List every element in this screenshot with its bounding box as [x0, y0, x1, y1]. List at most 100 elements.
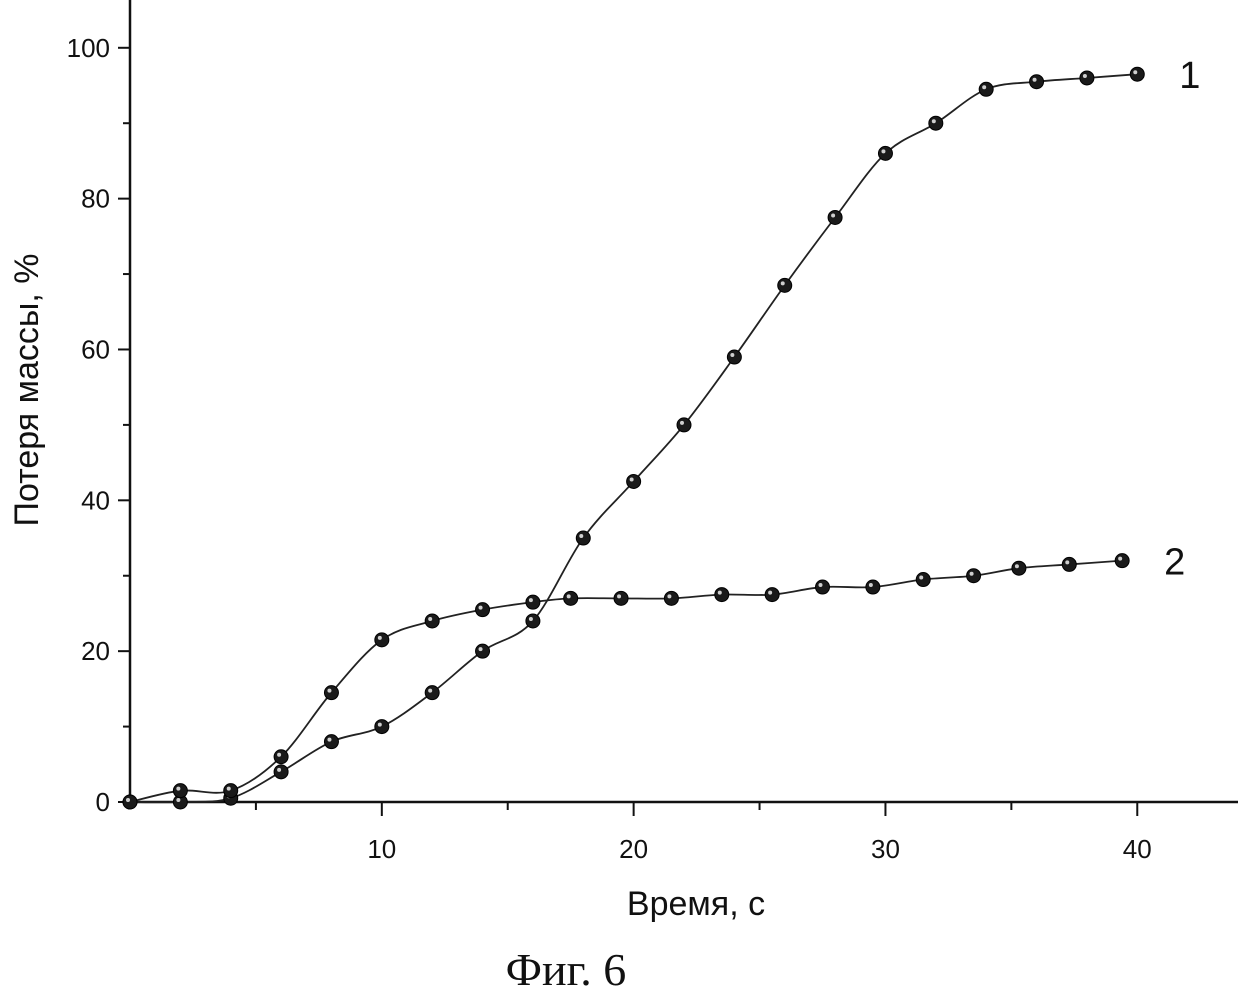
series-2-point — [273, 749, 289, 765]
series-1-point-highlight — [831, 213, 836, 218]
series-1-label: 1 — [1179, 55, 1200, 97]
series-1-point — [877, 145, 893, 161]
series-2-point — [865, 579, 881, 595]
series-1-point-highlight — [579, 534, 584, 539]
series-2-point-highlight — [428, 616, 433, 621]
series-2-point — [1114, 553, 1130, 569]
series-1-point — [273, 764, 289, 780]
series-2-point — [525, 594, 541, 610]
series-2-point — [122, 794, 138, 810]
series-1-point-highlight — [1133, 70, 1138, 75]
series-2-point-highlight — [1065, 560, 1070, 565]
series-2-point-highlight — [617, 594, 622, 599]
series-2-point-highlight — [717, 590, 722, 595]
series-1-point-highlight — [176, 798, 181, 802]
series-2-point-highlight — [969, 571, 974, 576]
series-1-point — [676, 417, 692, 433]
series-2-point — [1061, 556, 1077, 572]
y-axis-title: Потеря массы, % — [8, 254, 46, 527]
y-tick-label: 0 — [96, 787, 110, 817]
x-tick-label: 20 — [619, 834, 648, 864]
series-2-point — [915, 572, 931, 588]
x-tick-label: 10 — [367, 834, 396, 864]
series-1-point — [1129, 66, 1145, 82]
series-2-point — [424, 613, 440, 629]
series-2-point-highlight — [1118, 556, 1123, 561]
series-2-point — [815, 579, 830, 595]
series-1-point — [475, 643, 491, 659]
series-1-point — [575, 530, 591, 546]
axes: 10 20 30 40 0 20 40 60 80 100 — [67, 0, 1238, 864]
series-1-point — [374, 719, 390, 735]
x-tick-label: 30 — [871, 834, 900, 864]
series-2-point-highlight — [377, 635, 382, 640]
series-2-point — [475, 602, 491, 618]
series-curves — [129, 73, 1138, 804]
series-1-point-highlight — [428, 688, 433, 693]
y-tick-label: 40 — [81, 485, 110, 515]
series-1-point — [777, 277, 793, 293]
series-1-point — [827, 209, 843, 225]
series-1-point-highlight — [982, 85, 987, 90]
series-1-point — [978, 81, 994, 97]
series-1-point-highlight — [629, 477, 634, 482]
series-1-point — [1029, 74, 1045, 90]
series-2-point — [714, 587, 730, 603]
series-labels: 12 — [1164, 55, 1200, 583]
series-1-point — [626, 473, 642, 489]
series-2-point — [374, 632, 390, 648]
series-1-point — [928, 115, 944, 131]
series-2-point-highlight — [566, 594, 571, 599]
x-axis-title: Время, с — [627, 885, 765, 923]
series-2-point-highlight — [1014, 564, 1019, 569]
series-2-point-highlight — [868, 583, 873, 588]
series-points — [122, 66, 1145, 810]
y-tick-label: 100 — [67, 33, 110, 63]
series-2-label: 2 — [1164, 542, 1185, 584]
series-2-point — [966, 568, 982, 584]
series-2-point — [563, 590, 579, 606]
series-1-point-highlight — [680, 420, 684, 425]
series-1-point-highlight — [780, 281, 785, 286]
series-2-point — [172, 783, 188, 799]
y-tick-label: 60 — [81, 334, 110, 364]
series-1-point — [424, 685, 440, 701]
series-2-point-highlight — [818, 583, 823, 588]
series-2-point — [1011, 560, 1027, 576]
series-2-point-highlight — [226, 786, 231, 791]
figure-caption: Фиг. 6 — [506, 944, 627, 995]
series-1-point-highlight — [931, 119, 936, 124]
series-2-point-highlight — [528, 598, 533, 603]
series-1-point-highlight — [1082, 73, 1087, 78]
series-2-point-highlight — [478, 605, 483, 610]
series-2-point — [613, 590, 629, 606]
y-tick-label: 80 — [81, 184, 110, 214]
series-1-point-highlight — [327, 737, 332, 742]
series-2-point — [764, 587, 780, 603]
series-2-point-highlight — [667, 594, 672, 599]
series-2-point-highlight — [126, 798, 130, 802]
series-2-point — [323, 685, 339, 701]
series-1-point — [1079, 70, 1095, 86]
series-2-point-highlight — [768, 590, 773, 595]
series-2-point-highlight — [327, 688, 332, 693]
series-1-point — [323, 734, 339, 750]
series-2-point — [223, 783, 239, 799]
series-1-point-highlight — [478, 647, 483, 652]
series-1-point — [726, 349, 742, 365]
series-2-point-highlight — [176, 786, 181, 791]
series-1-point-highlight — [377, 722, 382, 727]
series-1-point-highlight — [528, 616, 533, 621]
series-1-curve — [129, 73, 1138, 804]
series-1-point-highlight — [277, 767, 282, 772]
x-tick-label: 40 — [1123, 834, 1152, 864]
series-1-point-highlight — [1032, 77, 1037, 82]
series-1-point-highlight — [730, 353, 735, 358]
series-2-point-highlight — [277, 752, 282, 757]
series-2-point — [663, 590, 679, 606]
y-tick-label: 20 — [81, 636, 110, 666]
series-2-point-highlight — [919, 575, 924, 580]
series-1-point — [525, 613, 541, 629]
series-1-point-highlight — [881, 149, 886, 154]
